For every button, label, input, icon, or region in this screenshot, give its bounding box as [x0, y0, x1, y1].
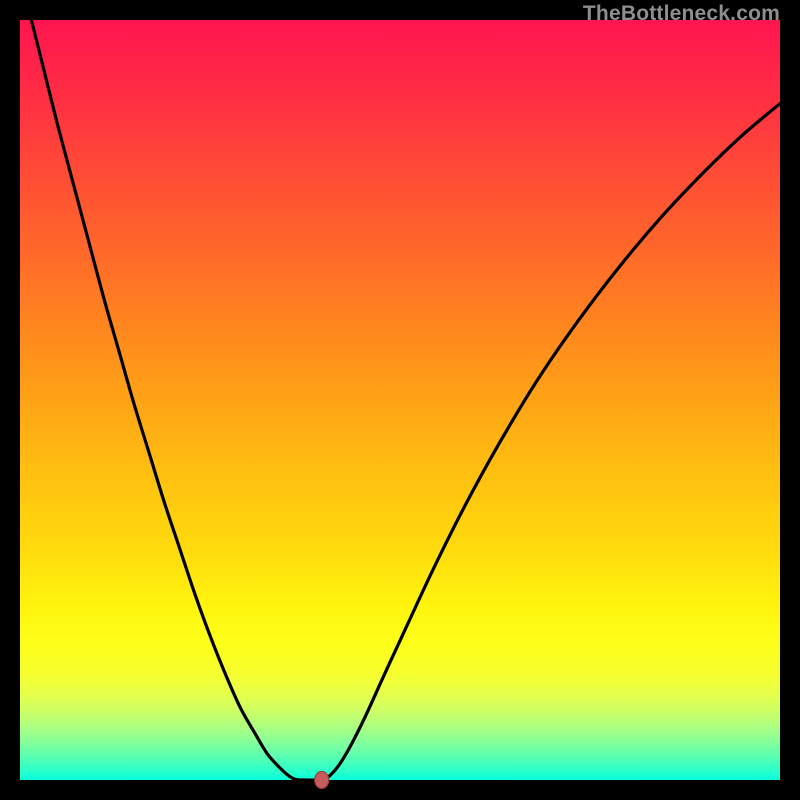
optimal-point-marker [315, 772, 329, 789]
bottleneck-chart [0, 0, 800, 800]
outer-frame: TheBottleneck.com [0, 0, 800, 800]
watermark-text: TheBottleneck.com [583, 2, 780, 26]
